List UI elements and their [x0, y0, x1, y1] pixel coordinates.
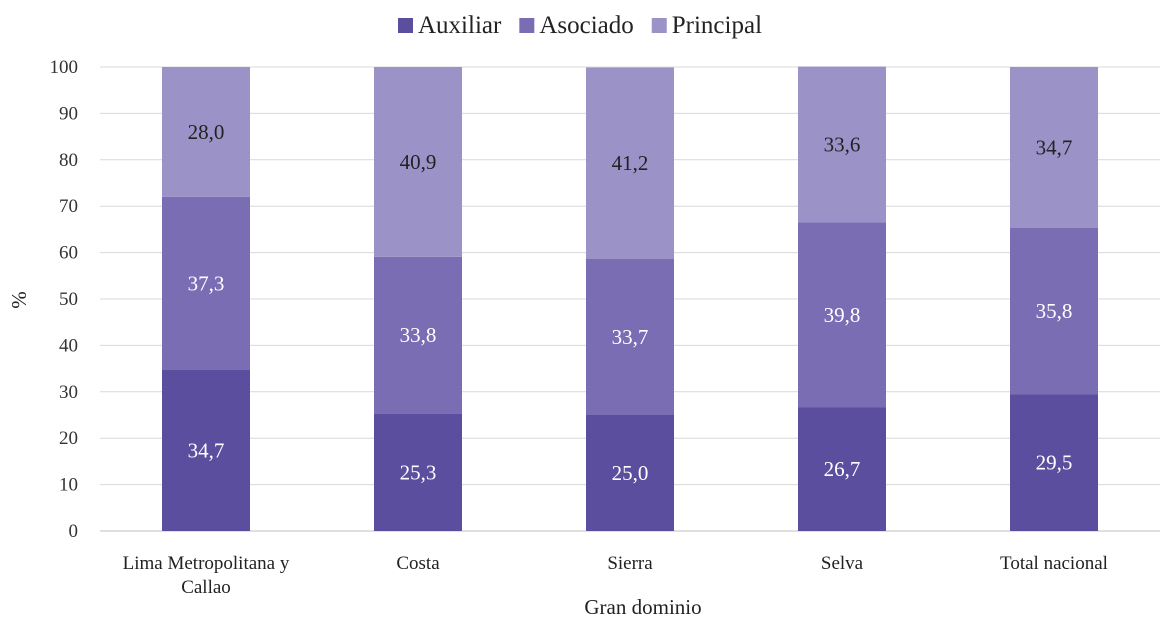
legend-label-auxiliar: Auxiliar	[418, 12, 502, 39]
bar-auxiliar-2	[374, 413, 462, 531]
legend-swatch-asociado	[519, 18, 535, 33]
legend-label-principal: Principal	[672, 12, 762, 39]
data-label: 28,0	[188, 120, 225, 144]
data-label: 25,0	[612, 461, 649, 485]
y-tick-label: 90	[59, 103, 78, 124]
bar-asociado-3	[586, 258, 674, 415]
y-tick-label: 50	[59, 289, 78, 310]
bar-asociado-1	[162, 196, 250, 370]
y-tick-label: 10	[59, 475, 78, 496]
y-tick-label: 100	[50, 57, 79, 78]
x-category-label: Total nacional	[1000, 553, 1108, 574]
bar-principal-2	[374, 67, 462, 257]
bar-auxiliar-5	[1010, 394, 1098, 531]
legend-label-asociado: Asociado	[539, 12, 633, 39]
bar-principal-3	[586, 67, 674, 259]
x-category-label: Selva	[821, 553, 864, 574]
y-tick-label: 80	[59, 150, 78, 171]
bar-asociado-2	[374, 256, 462, 414]
data-label: 33,6	[824, 132, 861, 156]
data-label: 26,7	[824, 457, 861, 481]
bar-asociado-4	[798, 222, 886, 408]
bar-auxiliar-4	[798, 407, 886, 531]
y-axis-tick-labels: 0 10 20 30 40 50 60 70 80 90 100	[50, 57, 79, 542]
legend-swatch-principal	[651, 18, 667, 33]
x-category-label: Callao	[181, 577, 231, 598]
bar-asociado-5	[1010, 228, 1098, 395]
x-category-label: Sierra	[607, 553, 653, 574]
bar-auxiliar-1	[162, 369, 250, 531]
x-axis-category-labels: Lima Metropolitana y Callao Costa Sierra Sel…	[123, 553, 1108, 598]
data-label: 39,8	[824, 303, 861, 327]
y-tick-label: 60	[59, 243, 78, 264]
bar-auxiliar-3	[586, 415, 674, 531]
data-label: 29,5	[1036, 451, 1073, 475]
data-label: 35,8	[1036, 299, 1073, 323]
data-label: 34,7	[1036, 136, 1073, 160]
bar-principal-1	[162, 67, 250, 197]
x-category-label: Lima Metropolitana y	[123, 553, 290, 574]
bar-principal-4	[798, 66, 886, 223]
y-tick-label: 40	[59, 335, 78, 356]
y-tick-label: 0	[69, 521, 79, 542]
x-category-label: Costa	[396, 553, 440, 574]
legend: Auxiliar Asociado Principal	[398, 12, 762, 39]
y-tick-label: 30	[59, 382, 78, 403]
x-axis-title: Gran dominio	[584, 595, 701, 619]
data-label: 25,3	[400, 460, 437, 484]
bar-principal-5	[1010, 67, 1098, 229]
data-label: 33,8	[400, 323, 437, 347]
data-label: 33,7	[612, 325, 649, 349]
data-label: 40,9	[400, 150, 437, 174]
legend-swatch-auxiliar	[398, 18, 413, 33]
data-label: 41,2	[612, 151, 649, 175]
y-tick-label: 70	[59, 196, 78, 217]
y-axis-title: %	[7, 291, 31, 309]
data-label: 37,3	[188, 271, 225, 295]
y-tick-label: 20	[59, 428, 78, 449]
bars: 34,7 37,3 28,0 25,3 33,8 40,9 25,0 33,7 41,2 26,7…	[162, 66, 1098, 531]
data-label: 34,7	[188, 438, 225, 462]
